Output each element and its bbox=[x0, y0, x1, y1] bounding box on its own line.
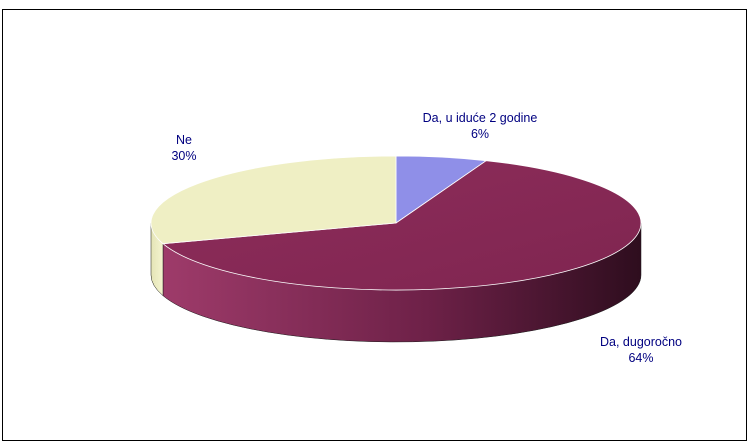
slice-value-ne: 30% bbox=[171, 149, 196, 163]
slice-label-ne: Ne bbox=[176, 133, 192, 147]
slice-label-dugorocno: Da, dugoročno bbox=[600, 335, 682, 349]
pie-slice-1 bbox=[162, 160, 642, 291]
slice-value-dugorocno: 64% bbox=[628, 351, 653, 365]
pie-slice-2 bbox=[150, 155, 397, 245]
slice-label-u-iduce: Da, u iduće 2 godine bbox=[423, 111, 538, 125]
slice-value-u-iduce: 6% bbox=[471, 127, 489, 141]
pie-tops bbox=[150, 155, 642, 291]
